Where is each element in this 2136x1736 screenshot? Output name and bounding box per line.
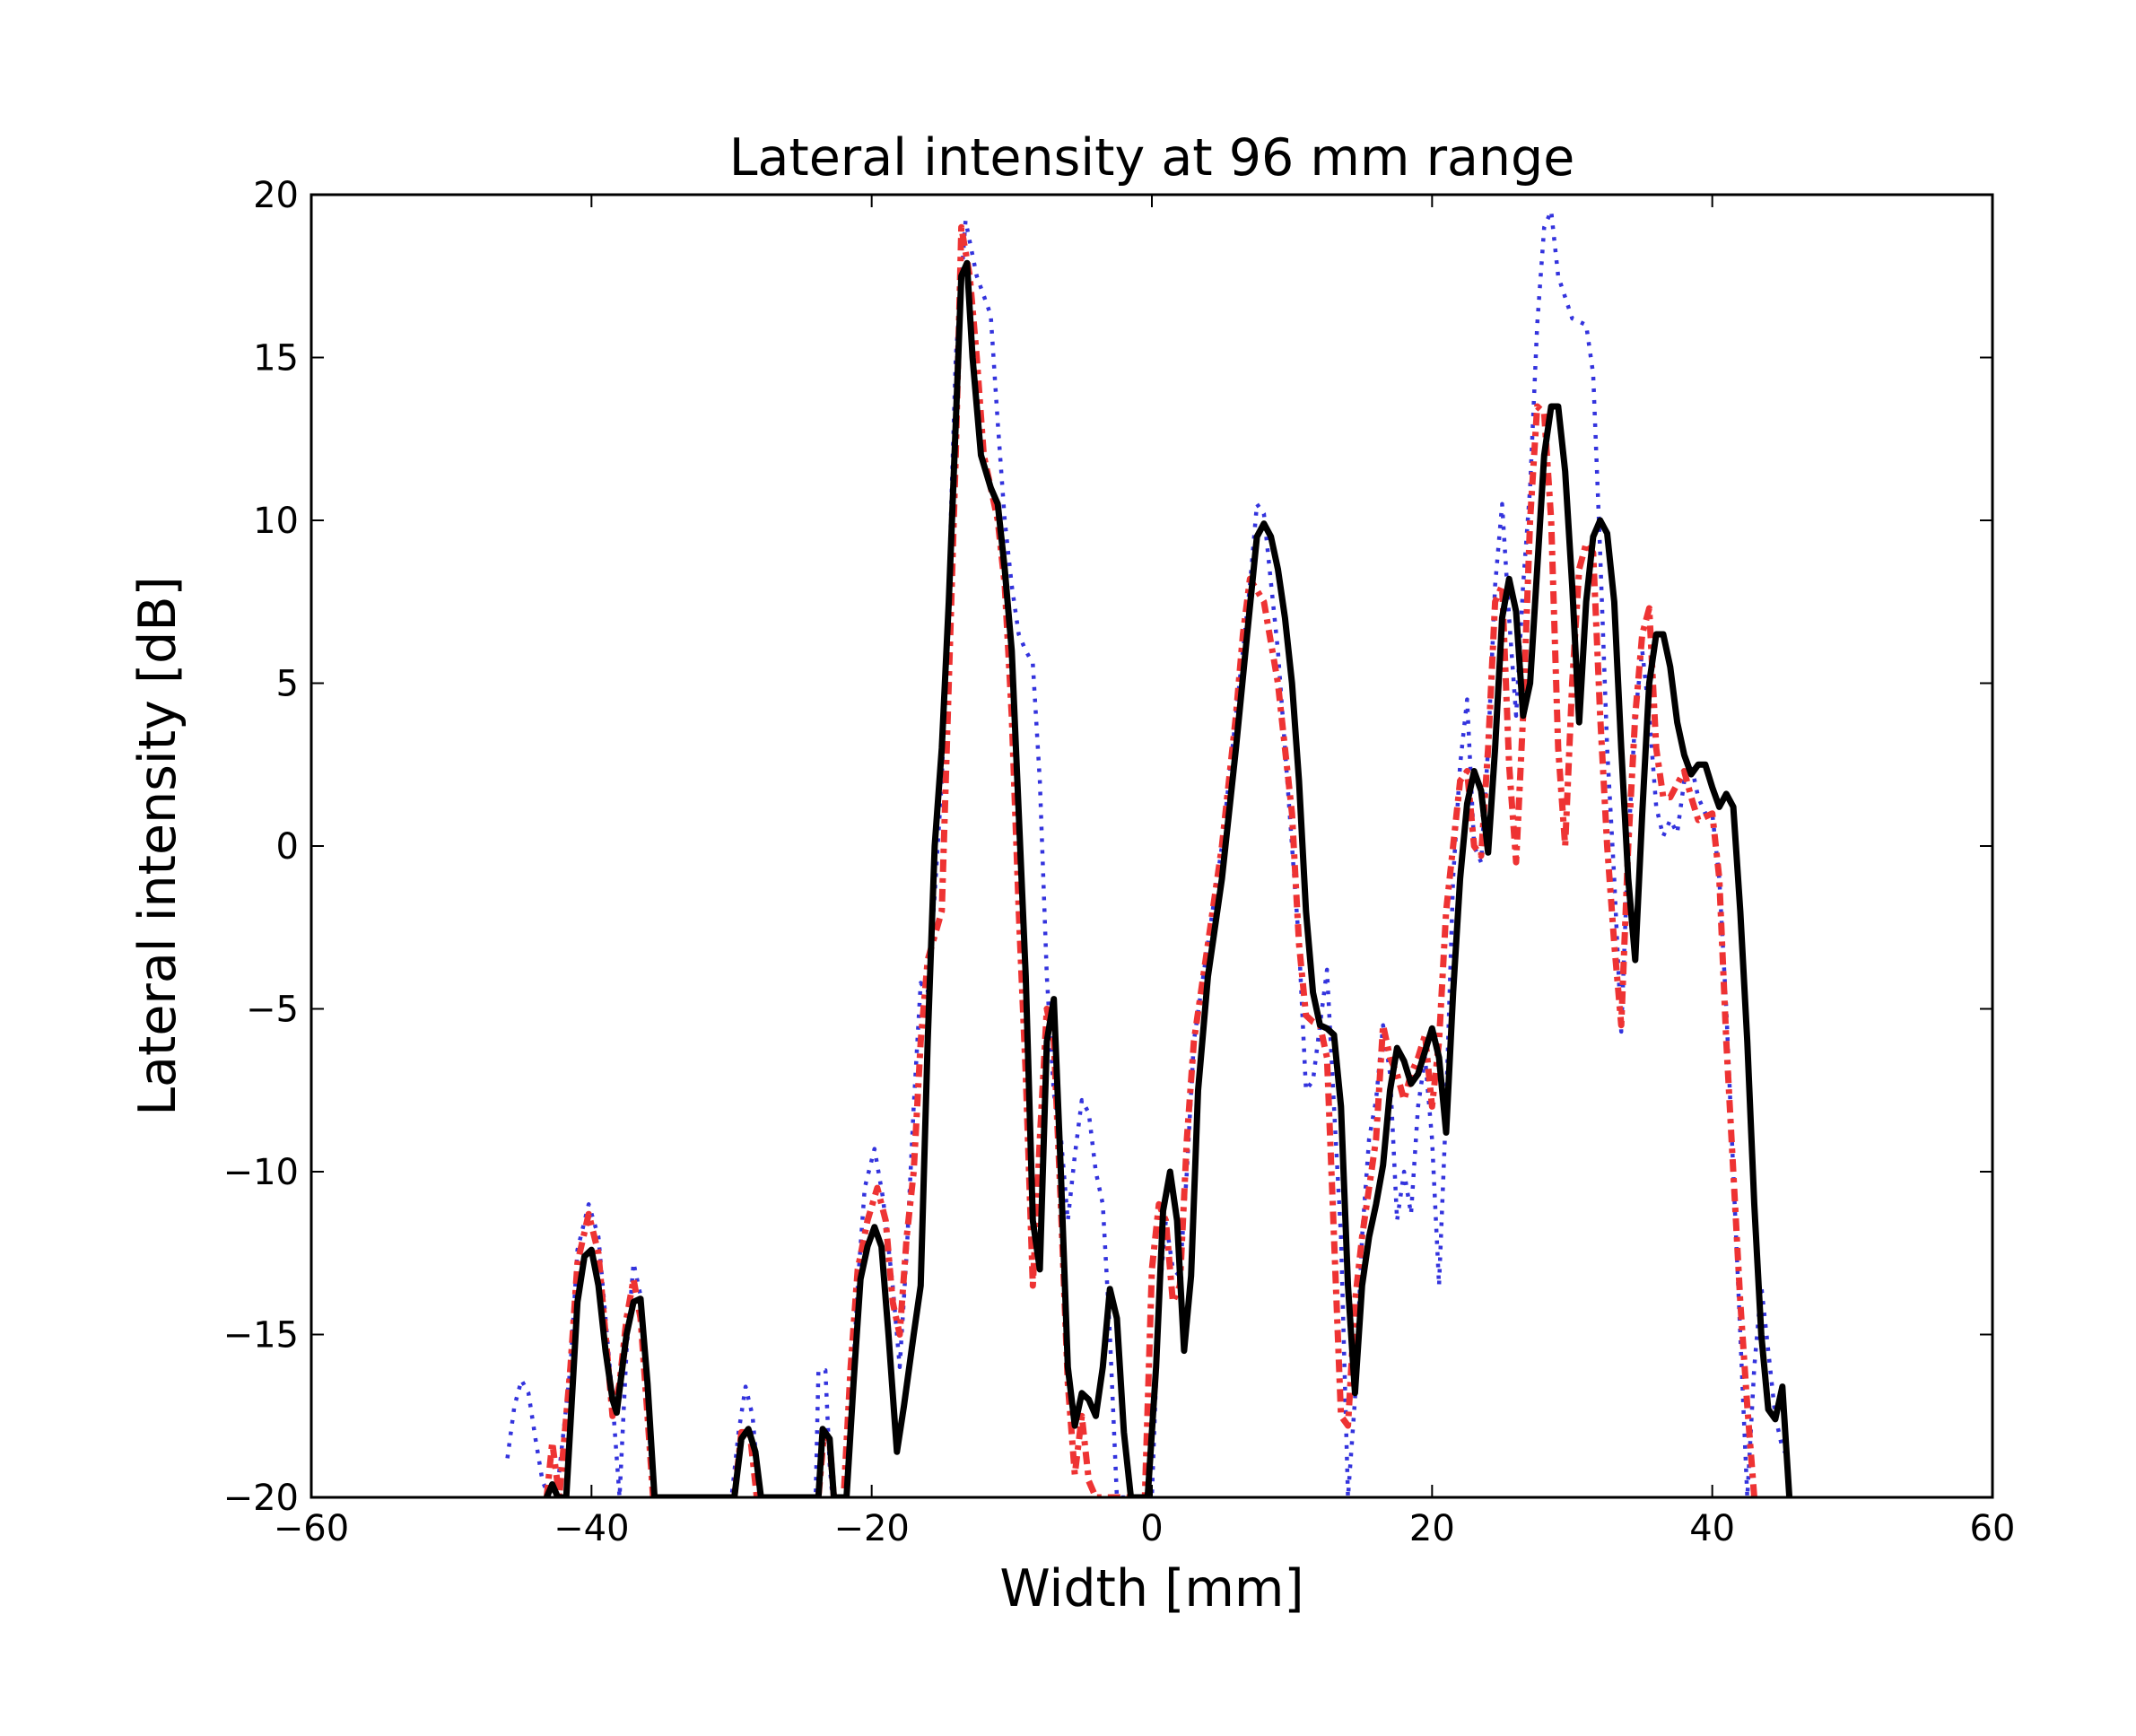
y-axis-label: Lateral intensity [dB]	[128, 576, 187, 1115]
x-tick-label: −40	[554, 1508, 629, 1549]
x-tick-label: 20	[1409, 1508, 1455, 1549]
y-tick-label: 15	[253, 338, 299, 379]
x-tick-label: −20	[833, 1508, 909, 1549]
y-tick-label: 0	[276, 826, 299, 868]
y-tick-label: −10	[223, 1152, 299, 1193]
x-tick-label: 40	[1689, 1508, 1735, 1549]
y-tick-label: 10	[253, 501, 299, 542]
y-tick-label: −20	[223, 1478, 299, 1519]
y-tick-label: −15	[223, 1315, 299, 1357]
series-line-solid	[543, 259, 1793, 1497]
x-tick-label: 0	[1140, 1508, 1163, 1549]
x-axis-label: Width [mm]	[999, 1559, 1303, 1618]
x-tick-label: −60	[274, 1508, 349, 1549]
chart-title: Lateral intensity at 96 mm range	[729, 128, 1575, 188]
x-tick-label: 60	[1970, 1508, 2016, 1549]
series-layer	[505, 208, 1793, 1497]
y-tick-label: 20	[253, 175, 299, 216]
ticks-layer: −60 −40 −20 0 20 40 60 −20 −15 −10 −5 0 5 10 15 20	[223, 175, 2016, 1549]
y-tick-label: 5	[276, 664, 299, 705]
y-tick-label: −5	[246, 990, 299, 1031]
